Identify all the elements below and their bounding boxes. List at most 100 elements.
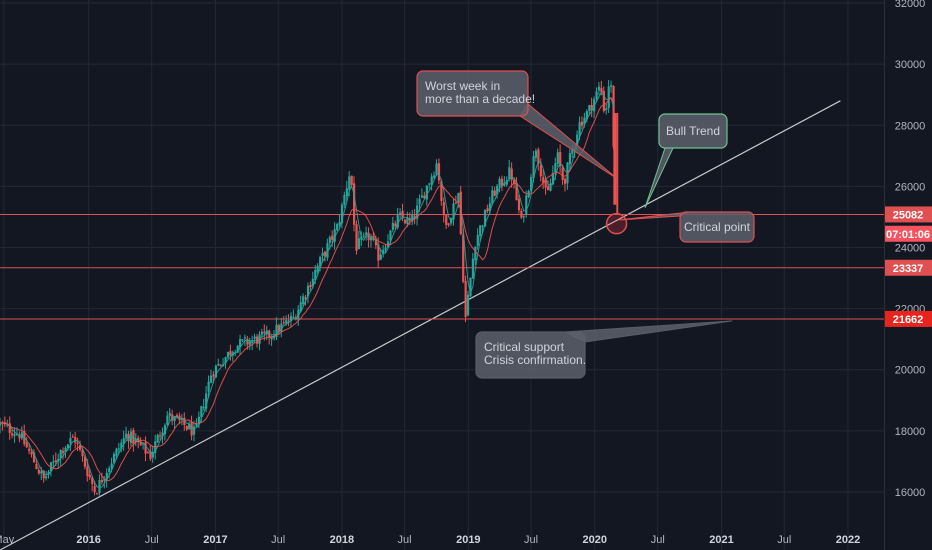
candle-body <box>117 448 121 450</box>
candle-body <box>243 337 247 339</box>
candle-body <box>369 237 373 241</box>
time-tick-label: 2018 <box>330 534 354 546</box>
candle-body <box>195 423 198 427</box>
critical-point-marker[interactable] <box>605 212 628 235</box>
candle-body <box>314 269 317 281</box>
candle-body <box>275 324 278 338</box>
candle-body <box>311 278 314 287</box>
candle-body <box>236 345 239 353</box>
candle-body <box>401 210 404 219</box>
candle-body <box>132 430 135 445</box>
candle-body <box>520 210 523 218</box>
candle-body <box>180 417 184 420</box>
candle-body <box>176 415 179 418</box>
candle-body <box>476 235 479 246</box>
candle-body <box>319 257 322 267</box>
candle-body <box>40 471 43 474</box>
candle-body <box>280 323 283 332</box>
candle-body <box>32 452 36 463</box>
candle-body <box>8 423 11 434</box>
candle-body <box>607 86 610 109</box>
candle-body <box>270 336 273 340</box>
candle-body <box>76 442 79 444</box>
candle-body <box>578 122 581 135</box>
candle-body <box>18 434 21 439</box>
time-tick-label: May <box>0 534 15 546</box>
candle-body <box>207 381 210 392</box>
candle-body <box>251 340 254 344</box>
candle-body <box>91 477 94 485</box>
candle-body <box>88 474 91 478</box>
candle-body <box>289 315 293 322</box>
candle-body <box>411 214 414 222</box>
candle-body <box>462 234 465 282</box>
candle-body <box>127 433 130 442</box>
candle-body <box>510 168 513 181</box>
candle-body <box>394 223 397 227</box>
candle-body <box>610 85 613 87</box>
candle-body <box>146 452 150 454</box>
time-tick-label: Jul <box>524 534 538 546</box>
candle-body <box>333 229 336 242</box>
candle-body <box>532 156 535 178</box>
candle-body <box>350 175 353 186</box>
candle-body <box>142 443 145 445</box>
annotation-box <box>416 70 529 117</box>
candle-body <box>590 104 593 111</box>
time-axis[interactable]: May 2016 Jul 2017 Jul 2018 Jul 2019 Jul 2020 Jul 20… <box>0 534 860 546</box>
level-badge-label: 25082 <box>893 209 924 221</box>
candle-body <box>304 297 307 299</box>
annotation-box <box>679 211 755 243</box>
candle-body <box>13 434 16 436</box>
candle-body <box>35 463 38 470</box>
candle-body <box>525 195 528 215</box>
candle-body <box>423 195 426 199</box>
candle-body <box>209 375 213 383</box>
candle-body <box>336 224 339 230</box>
candle-body <box>28 448 31 452</box>
candle-body <box>79 445 82 450</box>
candle-body <box>396 215 399 228</box>
candle-body <box>309 284 312 288</box>
price-tick-label: 24000 <box>895 243 926 255</box>
candle-body <box>323 251 327 257</box>
candle-body <box>345 188 348 196</box>
annotation-text: Critical point <box>684 220 751 234</box>
annotation-box <box>475 331 586 379</box>
candle-body <box>452 203 455 220</box>
moving-average-1 <box>0 91 614 489</box>
candle-body <box>108 468 111 473</box>
candle-body <box>406 217 409 225</box>
candle-body <box>355 224 358 251</box>
candle-body <box>110 463 113 469</box>
candle-body <box>331 235 334 240</box>
candle-body <box>537 149 540 164</box>
candle-body <box>425 185 428 200</box>
candle-body <box>105 472 108 480</box>
candle-body <box>229 351 232 356</box>
candle-body <box>433 175 436 178</box>
candle-body <box>166 415 169 425</box>
candle-body <box>486 208 489 212</box>
candle-body <box>183 417 186 426</box>
price-axis[interactable]: 1600018000200002200024000260002800030000… <box>884 0 932 550</box>
candle-body <box>379 254 382 260</box>
time-tick-label: Jul <box>777 534 791 546</box>
annotation-bull-trend[interactable]: Bull Trend <box>644 113 728 208</box>
candle-body <box>348 176 351 190</box>
annotation-box <box>658 113 728 149</box>
candle-body <box>530 177 533 191</box>
candle-body <box>602 90 605 112</box>
candle-body <box>585 110 588 120</box>
candle-body <box>430 176 433 185</box>
candles <box>0 79 617 496</box>
annotation-critical-point[interactable]: Critical point <box>618 211 755 243</box>
candle-body <box>52 461 55 463</box>
candle-body <box>59 450 62 459</box>
candle-body <box>571 148 574 154</box>
bull-trendline[interactable] <box>0 100 841 550</box>
